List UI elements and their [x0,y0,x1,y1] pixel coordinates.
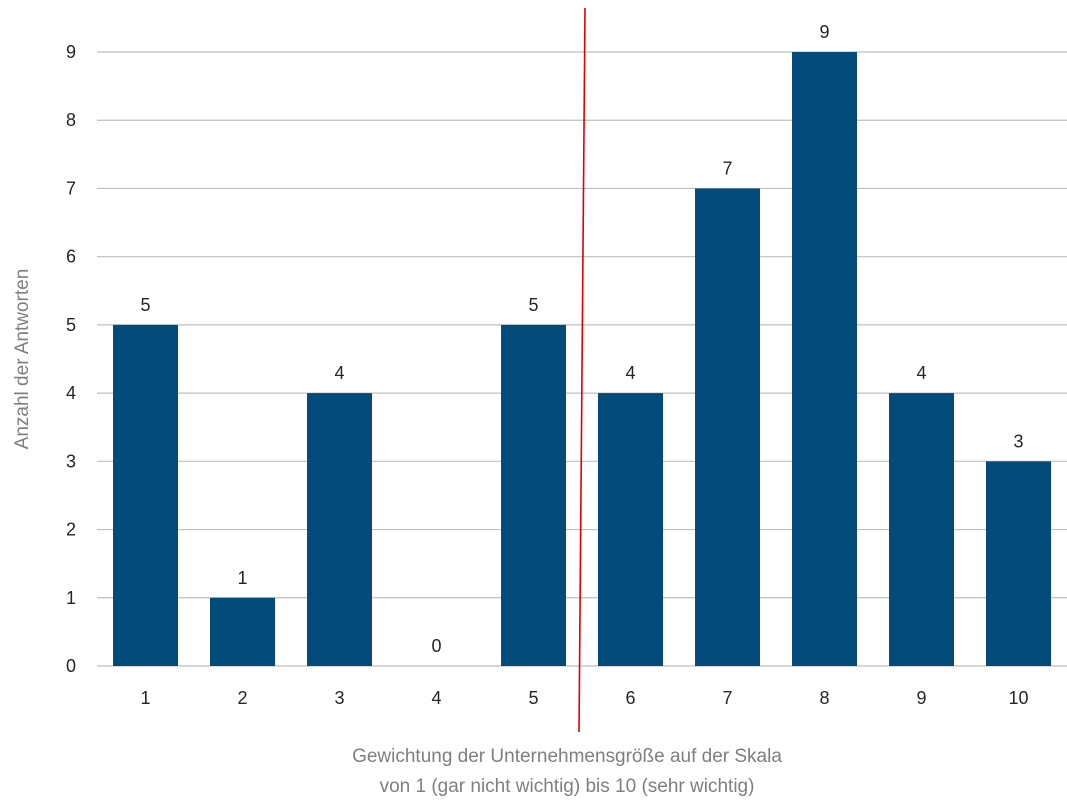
y-tick-label: 6 [66,247,76,267]
x-tick-label: 5 [528,688,538,708]
y-tick-label: 2 [66,520,76,540]
data-label: 7 [722,158,732,178]
bar [986,461,1051,666]
x-tick-labels: 1 2 3 4 5 6 7 8 9 10 [140,688,1028,708]
bar [695,188,760,666]
data-label: 4 [334,363,344,383]
y-tick-label: 3 [66,451,76,471]
bar [889,393,954,666]
data-label: 5 [528,295,538,315]
x-tick-label: 9 [916,688,926,708]
x-tick-label: 8 [819,688,829,708]
x-tick-label: 7 [722,688,732,708]
y-tick-label: 5 [66,315,76,335]
bar [307,393,372,666]
x-tick-label: 6 [625,688,635,708]
y-tick-labels: 0 1 2 3 4 5 6 7 8 9 [66,42,76,676]
data-label: 4 [916,363,926,383]
x-tick-label: 1 [140,688,150,708]
y-axis-title: Anzahl der Antworten [12,269,33,450]
y-tick-label: 1 [66,588,76,608]
data-label: 4 [625,363,635,383]
bar [210,597,275,666]
data-label: 5 [140,295,150,315]
data-label: 0 [431,636,441,656]
x-axis-title-line-1: Gewichtung der Unternehmensgröße auf der… [352,746,782,767]
x-tick-label: 4 [431,688,441,708]
y-tick-label: 0 [66,656,76,676]
data-label: 1 [237,568,247,588]
y-tick-label: 8 [66,110,76,130]
divider-line [578,7,586,733]
y-tick-label: 4 [66,383,76,403]
data-label: 3 [1013,431,1023,451]
y-tick-label: 7 [66,178,76,198]
bar [792,52,857,666]
y-tick-label: 9 [66,42,76,62]
bar [598,393,663,666]
data-labels: 5 1 4 0 5 4 7 9 4 3 [140,22,1023,656]
bars [113,52,1051,666]
x-tick-label: 3 [334,688,344,708]
bar [501,324,566,666]
x-tick-label: 10 [1008,688,1028,708]
x-tick-label: 2 [237,688,247,708]
data-label: 9 [819,22,829,42]
bar [113,324,178,666]
x-axis-title-line-2: von 1 (gar nicht wichtig) bis 10 (sehr w… [380,776,755,797]
